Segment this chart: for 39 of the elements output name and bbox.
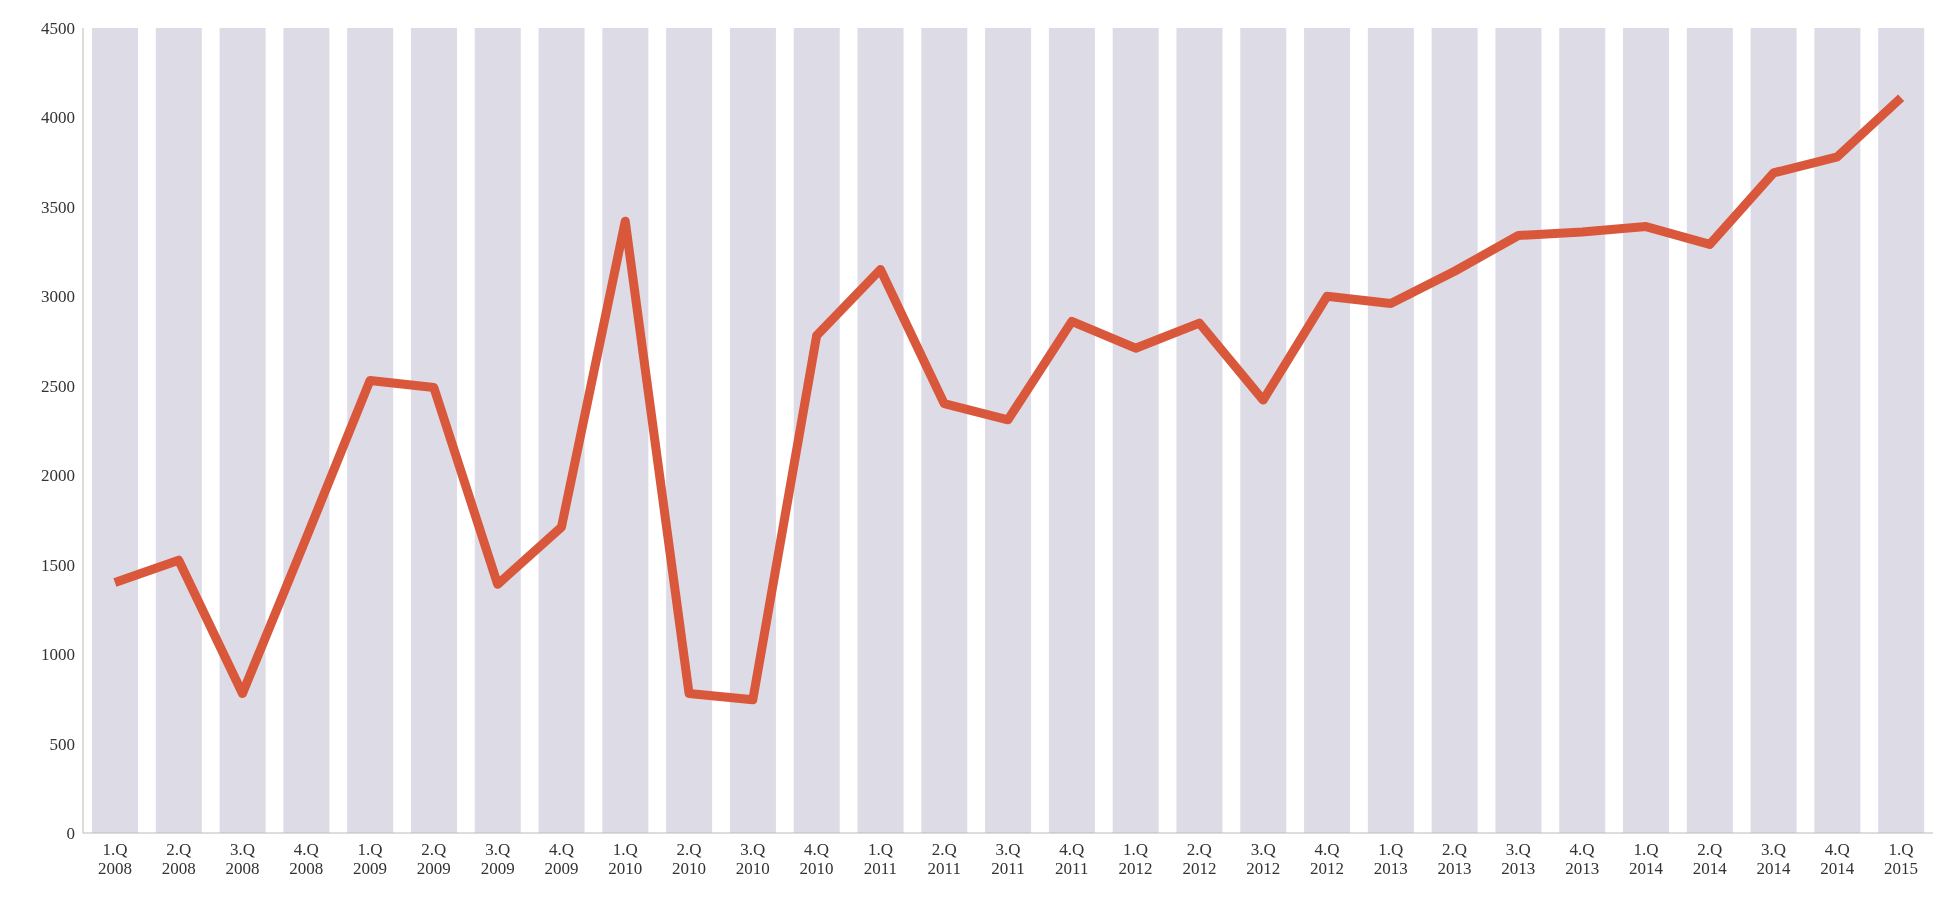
x-tick-label: 2.Q 2012: [1182, 840, 1217, 878]
x-tick-label: 4.Q 2012: [1309, 840, 1344, 878]
x-tick-label: 4.Q 2011: [1055, 840, 1089, 878]
x-tick-label: 1.Q 2014: [1628, 840, 1664, 878]
y-tick-label: 3500: [41, 197, 75, 217]
x-tick-label: 3.Q 2010: [735, 840, 770, 878]
x-tick-label: 2.Q 2010: [672, 840, 707, 878]
x-tick-label: 1.Q 2009: [353, 840, 388, 878]
x-tick-label: 1.Q 2010: [608, 840, 643, 878]
y-tick-label: 500: [49, 734, 75, 754]
y-tick-label: 4500: [41, 19, 75, 39]
x-tick-label: 3.Q 2012: [1246, 840, 1281, 878]
y-tick-label: 4000: [41, 108, 75, 128]
x-tick-label: 4.Q 2008: [289, 840, 324, 878]
x-tick-label: 2.Q 2014: [1692, 840, 1728, 878]
y-tick-label: 0: [66, 824, 75, 844]
y-tick-label: 2500: [41, 376, 75, 396]
y-tick-label: 1000: [41, 645, 75, 665]
x-tick-label: 3.Q 2011: [991, 840, 1025, 878]
x-tick-label: 3.Q 2014: [1756, 840, 1792, 878]
x-tick-label: 2.Q 2011: [927, 840, 961, 878]
x-tick-label: 3.Q 2013: [1501, 840, 1536, 878]
x-tick-label: 4.Q 2013: [1565, 840, 1600, 878]
y-tick-label: 1500: [41, 555, 75, 575]
x-tick-label: 3.Q 2008: [225, 840, 260, 878]
x-tick-label: 2.Q 2009: [416, 840, 451, 878]
x-tick-label: 1.Q 2011: [863, 840, 898, 878]
x-tick-label: 4.Q 2014: [1820, 840, 1855, 878]
x-tick-label: 1.Q 2013: [1373, 840, 1408, 878]
x-tick-label: 3.Q 2009: [480, 840, 515, 878]
x-tick-label: 2.Q 2013: [1437, 840, 1472, 878]
x-tick-label: 1.Q 2015: [1884, 840, 1919, 878]
x-tick-label: 1.Q 2012: [1118, 840, 1153, 878]
x-tick-label: 4.Q 2009: [544, 840, 579, 878]
y-tick-label: 3000: [41, 287, 75, 307]
x-tick-label: 1.Q 2008: [97, 840, 132, 878]
y-tick-label: 2000: [41, 466, 75, 486]
x-tick-label: 2.Q 2008: [161, 840, 196, 878]
x-tick-label: 4.Q 2010: [799, 840, 834, 878]
